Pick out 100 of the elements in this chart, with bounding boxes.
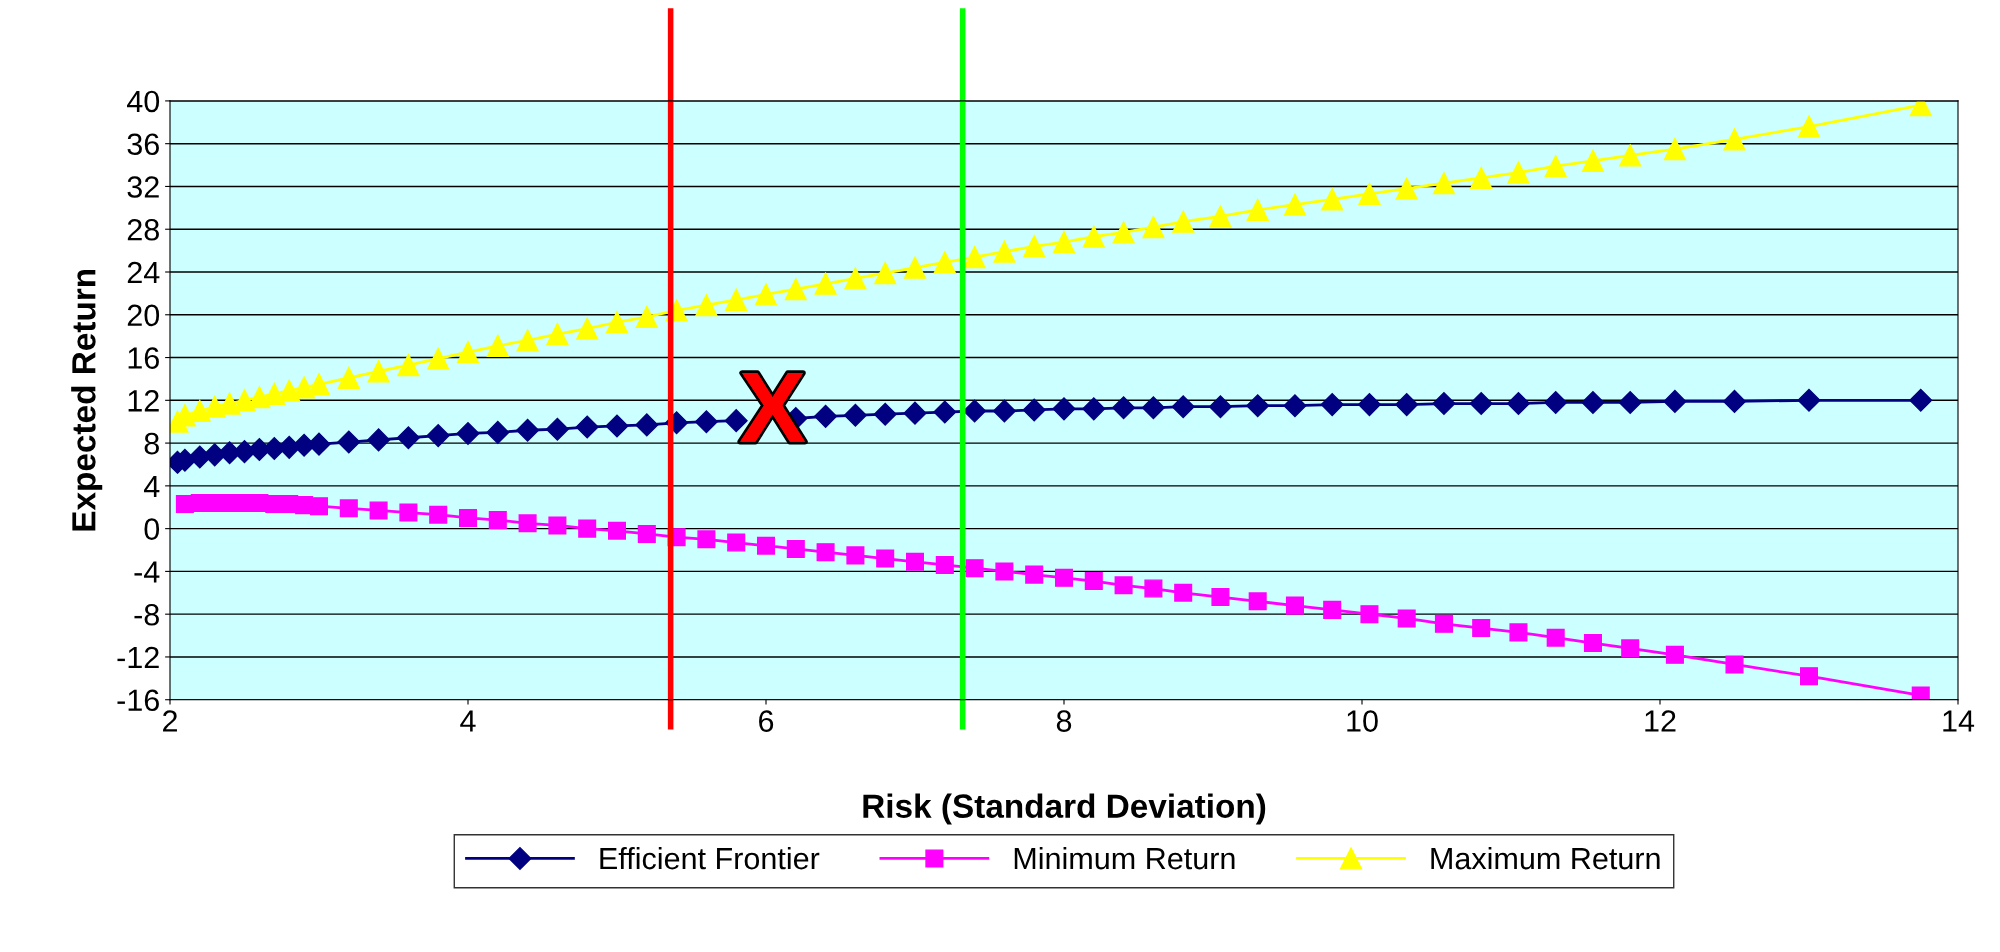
point [1723, 389, 1746, 413]
point [1583, 634, 1602, 653]
point [1546, 628, 1565, 647]
y-tick-label: -8 [134, 603, 159, 626]
point [1321, 188, 1344, 211]
point [426, 424, 450, 448]
point [1082, 225, 1105, 248]
point [458, 508, 478, 527]
point [1909, 388, 1933, 412]
legend-label: Minimum Return [1014, 846, 1235, 870]
point [456, 341, 480, 364]
point [1469, 392, 1493, 416]
point [965, 559, 984, 578]
point [1211, 588, 1230, 607]
point [1509, 623, 1528, 642]
point [605, 311, 629, 334]
point [546, 322, 569, 346]
point [1358, 182, 1381, 206]
legend-label: Maximum Return [1431, 846, 1660, 870]
point [754, 283, 778, 306]
point [456, 421, 480, 445]
point [516, 418, 540, 442]
point [725, 288, 748, 311]
y-tick-label: 40 [127, 90, 160, 113]
point [1248, 592, 1267, 611]
point [873, 402, 897, 426]
point [843, 403, 867, 427]
y-tick-label: 28 [127, 218, 159, 241]
point [367, 360, 390, 383]
point [309, 497, 329, 516]
y-tick-label: 32 [127, 176, 159, 198]
point [1544, 155, 1567, 178]
point [1723, 128, 1746, 151]
point [1434, 614, 1453, 633]
point [1432, 392, 1456, 416]
point [695, 294, 718, 317]
point [727, 533, 746, 552]
point [697, 530, 716, 549]
y-tick-label: 16 [128, 347, 159, 369]
point [635, 305, 658, 329]
point [905, 552, 925, 571]
point [1283, 193, 1307, 216]
x-tick-label: 14 [1943, 710, 1975, 732]
point [1208, 395, 1232, 419]
point [1619, 144, 1642, 167]
point [1052, 230, 1076, 254]
point [1470, 166, 1493, 190]
point [814, 404, 838, 428]
point [1246, 198, 1269, 222]
point [1663, 137, 1687, 161]
y-tick-label: 36 [127, 133, 159, 156]
point [935, 555, 954, 575]
point [1112, 396, 1136, 420]
point [1052, 397, 1076, 421]
point [516, 329, 539, 352]
point [1022, 398, 1046, 422]
point [844, 267, 867, 290]
point [248, 385, 271, 409]
point [992, 399, 1016, 423]
point [1665, 645, 1684, 664]
point [1472, 619, 1491, 638]
y-tick-label: 20 [127, 304, 160, 327]
point [1174, 583, 1193, 602]
point [876, 549, 895, 568]
point [396, 426, 420, 450]
x-tick-label: 12 [1645, 710, 1676, 732]
point [339, 499, 358, 518]
point [548, 516, 567, 535]
point [784, 277, 807, 301]
point [1323, 600, 1342, 619]
point [576, 317, 599, 340]
point [1618, 390, 1642, 414]
point [1544, 390, 1568, 414]
point [1209, 205, 1232, 228]
point [188, 399, 211, 423]
point [963, 399, 987, 423]
point [1172, 210, 1195, 233]
point [846, 546, 865, 565]
point [903, 256, 927, 279]
point [1285, 596, 1304, 615]
point [488, 511, 507, 530]
point [1799, 667, 1819, 686]
point [637, 524, 656, 544]
point [575, 415, 599, 439]
point [233, 389, 256, 412]
point [1141, 396, 1165, 420]
point [1114, 576, 1133, 595]
point [1283, 394, 1307, 418]
point [1025, 565, 1044, 584]
x-tick-label: 4 [460, 710, 476, 732]
y-tick-label: -16 [117, 689, 159, 712]
point [218, 392, 241, 415]
point [1054, 568, 1074, 587]
point [1082, 397, 1106, 421]
point [1395, 393, 1419, 417]
point [1246, 394, 1270, 418]
point [1142, 215, 1165, 239]
point [933, 251, 956, 274]
point [486, 420, 510, 444]
point [1432, 172, 1456, 195]
